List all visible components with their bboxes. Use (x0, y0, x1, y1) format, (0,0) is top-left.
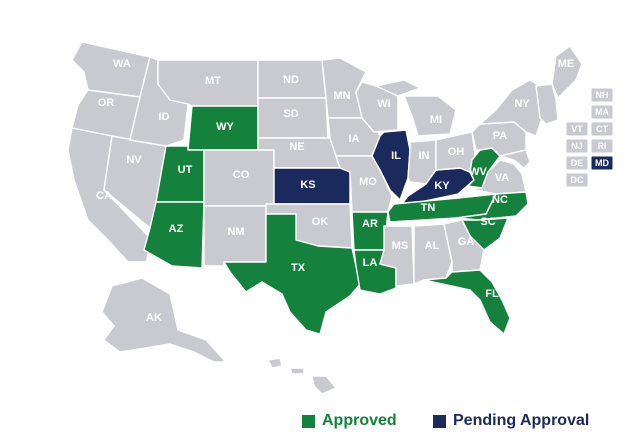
state-AZ[interactable] (143, 201, 205, 269)
state-MT[interactable] (157, 59, 259, 107)
box-DE-rect[interactable] (565, 155, 589, 171)
pending-label: Pending Approval (453, 412, 590, 429)
legend-pending: Pending Approval (433, 410, 589, 432)
box-CT-rect[interactable] (590, 121, 614, 137)
box-CT[interactable]: CT (590, 121, 614, 137)
box-NJ[interactable]: NJ (565, 138, 589, 154)
state-MD[interactable] (499, 149, 531, 169)
box-MA-rect[interactable] (590, 104, 614, 120)
state-ND[interactable] (257, 59, 327, 99)
state-SD[interactable] (257, 97, 329, 139)
state-AR[interactable] (351, 211, 389, 251)
state-GA[interactable] (443, 219, 485, 273)
state-MS[interactable] (379, 225, 415, 287)
approved-label: Approved (322, 412, 397, 429)
legend-approved: Approved (302, 410, 397, 432)
state-CO[interactable] (203, 149, 275, 207)
state-KS[interactable] (273, 167, 351, 205)
pending-swatch (433, 414, 446, 428)
box-DC[interactable]: DC (565, 172, 589, 188)
state-AK[interactable] (101, 277, 227, 363)
state-OH[interactable] (435, 131, 477, 173)
state-TX[interactable] (223, 213, 363, 335)
box-NH-rect[interactable] (590, 87, 614, 103)
box-RI[interactable]: RI (590, 138, 614, 154)
small-state-boxes: NH MA VT CT NJ RI DE MD DC (565, 87, 614, 188)
state-WA[interactable] (71, 41, 151, 98)
box-VT[interactable]: VT (565, 121, 589, 137)
box-RI-rect[interactable] (590, 138, 614, 154)
box-DC-rect[interactable] (565, 172, 589, 188)
state-ME[interactable] (551, 45, 583, 99)
state-WY[interactable] (187, 105, 259, 151)
state-IL[interactable] (371, 129, 411, 201)
box-MA[interactable]: MA (590, 104, 614, 120)
box-VT-rect[interactable] (565, 121, 589, 137)
box-NH[interactable]: NH (590, 87, 614, 103)
box-NJ-rect[interactable] (565, 138, 589, 154)
state-HI[interactable] (267, 357, 337, 395)
state-MI[interactable] (375, 79, 457, 137)
box-MD-rect[interactable] (590, 155, 614, 171)
box-MD[interactable]: MD (590, 155, 614, 171)
box-DE[interactable]: DE (565, 155, 589, 171)
state-FL[interactable] (423, 269, 511, 335)
approved-swatch (302, 414, 315, 428)
label-HI: HI (340, 389, 351, 401)
state-NM[interactable] (203, 205, 267, 267)
